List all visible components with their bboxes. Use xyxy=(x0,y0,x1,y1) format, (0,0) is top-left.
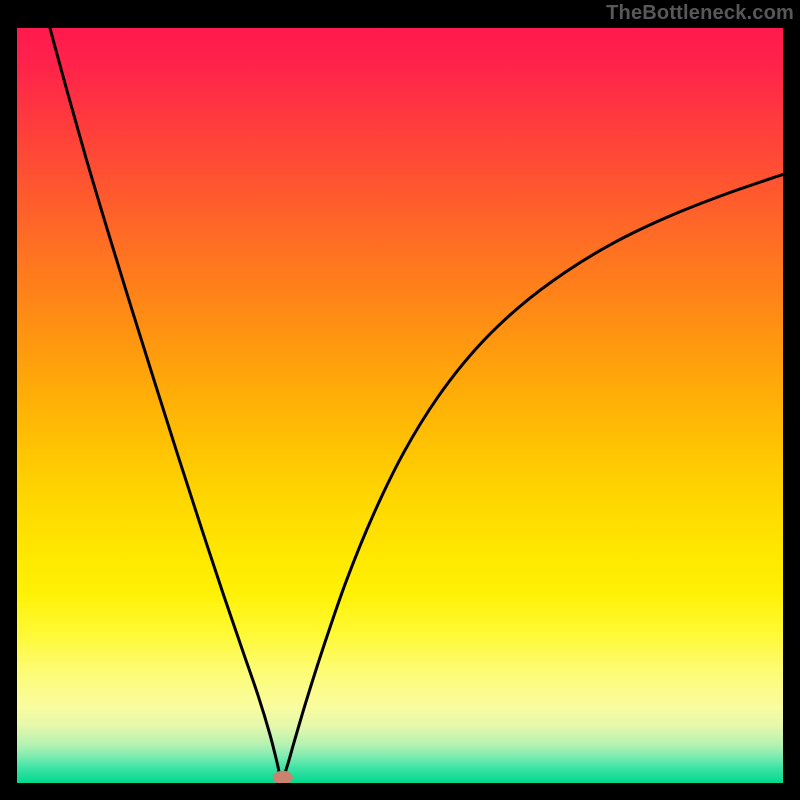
bottleneck-curve-chart xyxy=(17,28,783,783)
watermark-text: TheBottleneck.com xyxy=(606,2,794,25)
chart-container: TheBottleneck.com xyxy=(0,0,800,800)
gradient-background xyxy=(17,28,783,783)
plot-area xyxy=(17,28,783,783)
